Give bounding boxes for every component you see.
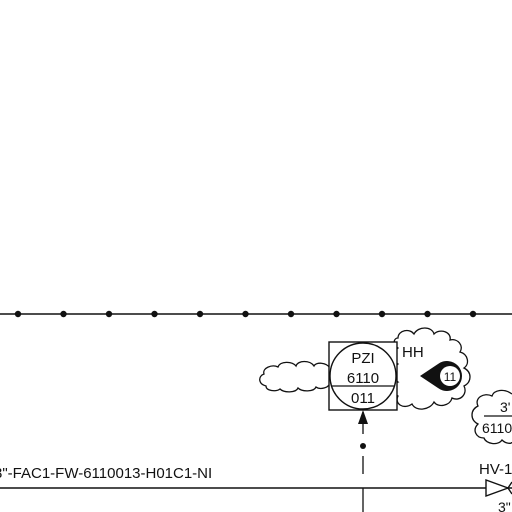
signal-dot	[196, 310, 204, 318]
valve-body-right-icon	[507, 481, 512, 495]
signal-dot	[151, 310, 158, 318]
instrument-right-label-top: 3'	[500, 399, 510, 415]
signal-dot	[242, 310, 249, 318]
instrument-pzi[interactable]: PZI 6110 011	[328, 341, 398, 411]
instrument-bubble	[329, 342, 397, 410]
alarm-label: HH	[402, 344, 424, 361]
instrument-right-partial[interactable]: 3' 6110	[482, 399, 512, 436]
instrument-right-label-bottom: 6110	[482, 420, 512, 436]
signal-dot	[378, 310, 386, 318]
revision-cloud-left	[259, 360, 331, 393]
signal-dot	[333, 310, 340, 318]
signal-dot	[60, 310, 67, 318]
alarm-marker[interactable]: 11	[420, 361, 462, 392]
instrument-tag-letters: PZI	[351, 350, 374, 367]
alarm-marker-number: 11	[444, 370, 457, 384]
signal-line-dots	[14, 310, 477, 318]
valve-hv[interactable]: HV-1 3"	[479, 461, 512, 512]
valve-size: 3"	[498, 499, 511, 512]
signal-dot	[469, 310, 477, 318]
signal-dot	[105, 310, 113, 318]
connection-arrow-icon	[358, 410, 368, 424]
revision-cloud-right	[471, 389, 512, 445]
pipe-line-label: 3"-FAC1-FW-6110013-H01C1-NI	[0, 465, 212, 482]
alarm-marker-inner	[440, 366, 460, 386]
valve-tag: HV-1	[479, 461, 512, 478]
valve-body-icon	[485, 479, 511, 497]
signal-dot	[287, 310, 295, 318]
instrument-tag-number: 6110	[347, 370, 379, 387]
instrument-loop-number: 011	[351, 390, 375, 407]
signal-dot	[14, 310, 22, 318]
signal-dot	[424, 310, 431, 318]
connection-dot	[360, 443, 366, 449]
